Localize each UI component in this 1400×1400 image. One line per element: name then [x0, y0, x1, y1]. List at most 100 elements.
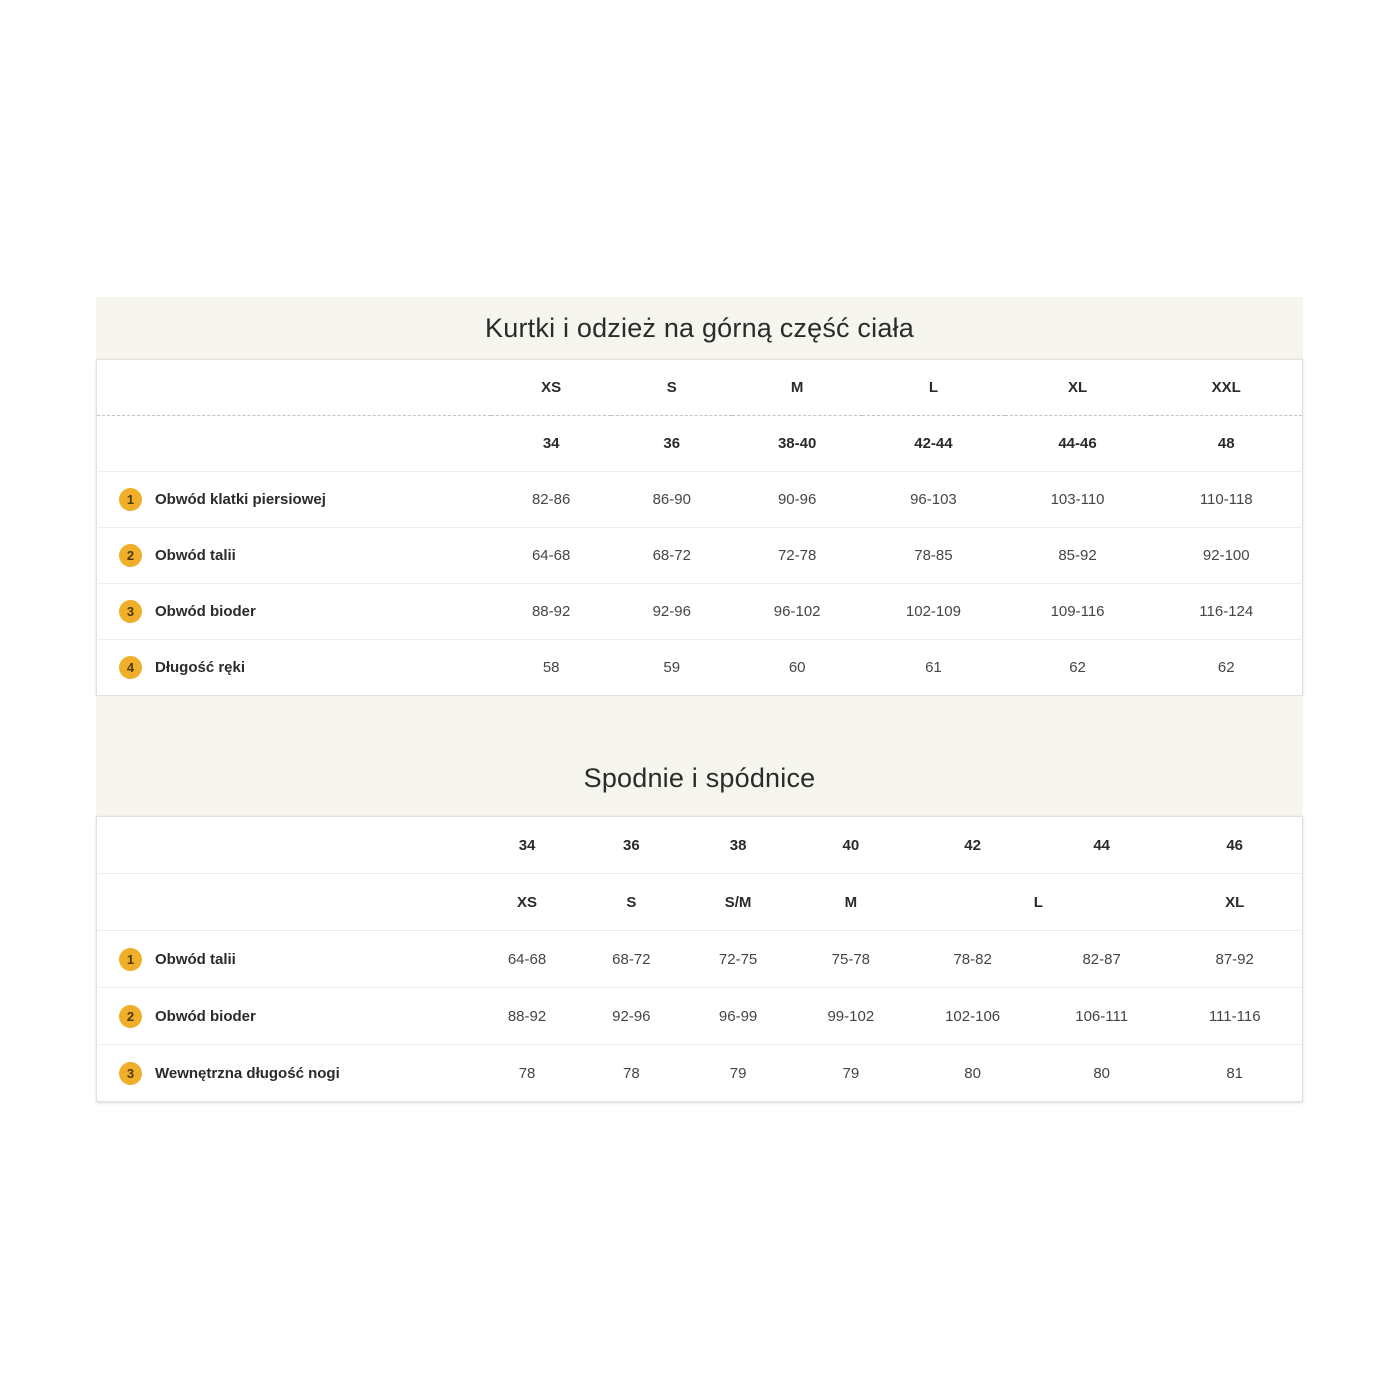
row-number-badge: 2 [119, 544, 142, 567]
lower-section-title: Spodnie i spódnice [583, 763, 816, 793]
size-value-cell: 58 [490, 639, 612, 696]
size-value-cell: 68-72 [578, 930, 684, 988]
size-col-header: S/M [683, 873, 793, 931]
size-value-cell: 92-100 [1150, 527, 1303, 584]
size-col-header: M [792, 873, 910, 931]
size-value-cell: 82-87 [1035, 930, 1168, 988]
lower-section-header: Spodnie i spódnice [96, 696, 1303, 816]
row-number-badge: 1 [119, 947, 142, 971]
size-value-cell: 68-72 [611, 527, 733, 584]
size-value-cell: 80 [1035, 1044, 1168, 1102]
size-guide-page: Kurtki i odzież na górną część ciała XS … [96, 297, 1303, 1102]
lower-number-sizes-row: 34 36 38 40 42 44 46 [97, 817, 1303, 874]
size-value-cell: 96-99 [683, 987, 793, 1045]
row-number-badge: 3 [119, 1061, 142, 1085]
size-value-cell: 88-92 [475, 987, 579, 1045]
size-value-cell: 79 [792, 1044, 910, 1102]
measurement-label-cell: 2 Obwód talii [96, 527, 491, 584]
size-col-header: S [666, 379, 677, 396]
measurement-label: Długość ręki [155, 659, 246, 676]
size-col-header: 48 [1150, 415, 1303, 472]
measurement-label: Obwód bioder [155, 603, 256, 620]
size-col-header: L [928, 379, 939, 396]
table-row: 2 Obwód talii 64-68 68-72 72-78 78-85 85… [96, 527, 1303, 584]
measurement-label-cell: 3 Obwód bioder [96, 583, 491, 640]
size-value-cell: 90-96 [732, 471, 863, 528]
size-col-header: 38-40 [732, 415, 863, 472]
lower-size-table: 34 36 38 40 42 44 46 XS S S/M M L XL [96, 816, 1303, 1102]
table-row: 3 Obwód bioder 88-92 92-96 96-102 102-10… [96, 583, 1303, 640]
size-value-cell: 88-92 [490, 583, 612, 640]
size-value-cell: 61 [862, 639, 1005, 696]
size-value-cell: 78 [475, 1044, 579, 1102]
size-value-cell: 64-68 [490, 527, 612, 584]
trousers-skirts-size-section: Spodnie i spódnice 34 36 38 40 42 44 46 [96, 696, 1303, 1102]
size-value-cell: 72-78 [732, 527, 863, 584]
size-value-cell: 78 [578, 1044, 684, 1102]
size-value-cell: 72-75 [683, 930, 793, 988]
size-value-cell: 62 [1004, 639, 1151, 696]
size-value-cell: 110-118 [1150, 471, 1303, 528]
size-value-cell: 80 [909, 1044, 1036, 1102]
size-col-header: 42 [964, 836, 981, 854]
row-number-badge: 2 [119, 1004, 142, 1028]
size-col-header: 34 [490, 415, 612, 472]
size-value-cell: 85-92 [1004, 527, 1151, 584]
table-row: 1 Obwód talii 64-68 68-72 72-75 75-78 78… [96, 930, 1303, 988]
upper-body-size-section: Kurtki i odzież na górną część ciała XS … [96, 297, 1303, 696]
upper-section-title: Kurtki i odzież na górną część ciała [485, 312, 914, 343]
size-value-cell: 102-109 [862, 583, 1005, 640]
size-col-header: 36 [623, 836, 640, 854]
size-value-cell: 82-86 [490, 471, 612, 528]
size-col-header-spanning: L [909, 873, 1168, 931]
size-col-header: 34 [518, 836, 536, 854]
size-value-cell: 109-116 [1004, 583, 1151, 640]
size-value-cell: 92-96 [578, 987, 684, 1045]
empty-corner-cell [97, 360, 491, 416]
lower-letter-sizes-row: XS S S/M M L XL [96, 873, 1303, 931]
measurement-label-cell: 3 Wewnętrzna długość nogi [96, 1044, 476, 1102]
size-col-header: 46 [1226, 836, 1244, 854]
upper-letter-sizes-row: XS S M L XL XXL [97, 360, 1303, 416]
size-value-cell: 92-96 [611, 583, 733, 640]
size-value-cell: 96-103 [862, 471, 1005, 528]
measurement-label: Wewnętrzna długość nogi [155, 1064, 340, 1082]
size-col-header: XXL [1211, 379, 1241, 396]
table-row: 3 Wewnętrzna długość nogi 78 78 79 79 80… [96, 1044, 1303, 1102]
size-value-cell: 59 [611, 639, 733, 696]
size-col-header: M [790, 379, 804, 396]
size-value-cell: 62 [1150, 639, 1303, 696]
size-col-header: 38 [729, 836, 747, 854]
size-col-header: 42-44 [862, 415, 1005, 472]
upper-number-sizes-row: 34 36 38-40 42-44 44-46 48 [96, 415, 1303, 472]
empty-corner-cell [96, 873, 476, 931]
size-col-header: XL [1067, 379, 1088, 396]
table-row: 2 Obwód bioder 88-92 92-96 96-99 99-102 … [96, 987, 1303, 1045]
row-number-badge: 4 [119, 656, 142, 679]
size-col-header: XS [541, 379, 562, 396]
size-value-cell: 78-85 [862, 527, 1005, 584]
size-value-cell: 78-82 [909, 930, 1036, 988]
size-value-cell: 102-106 [909, 987, 1036, 1045]
table-row: 4 Długość ręki 58 59 60 61 62 62 [96, 639, 1303, 696]
size-value-cell: 86-90 [611, 471, 733, 528]
size-col-header: 36 [611, 415, 733, 472]
size-value-cell: 103-110 [1004, 471, 1151, 528]
size-col-header: XS [475, 873, 579, 931]
size-value-cell: 60 [732, 639, 863, 696]
measurement-label-cell: 1 Obwód talii [96, 930, 476, 988]
size-col-header: 44 [1093, 836, 1110, 854]
size-col-header: 44-46 [1004, 415, 1151, 472]
size-value-cell: 111-116 [1167, 987, 1303, 1045]
table-row: 1 Obwód klatki piersiowej 82-86 86-90 90… [96, 471, 1303, 528]
measurement-label: Obwód klatki piersiowej [155, 491, 326, 508]
row-number-badge: 1 [119, 488, 142, 511]
measurement-label: Obwód talii [155, 950, 236, 968]
measurement-label: Obwód talii [155, 547, 236, 564]
empty-corner-cell [97, 817, 476, 874]
size-value-cell: 99-102 [792, 987, 910, 1045]
measurement-label-cell: 2 Obwód bioder [96, 987, 476, 1045]
size-value-cell: 75-78 [792, 930, 910, 988]
empty-corner-cell [96, 415, 491, 472]
size-value-cell: 87-92 [1167, 930, 1303, 988]
